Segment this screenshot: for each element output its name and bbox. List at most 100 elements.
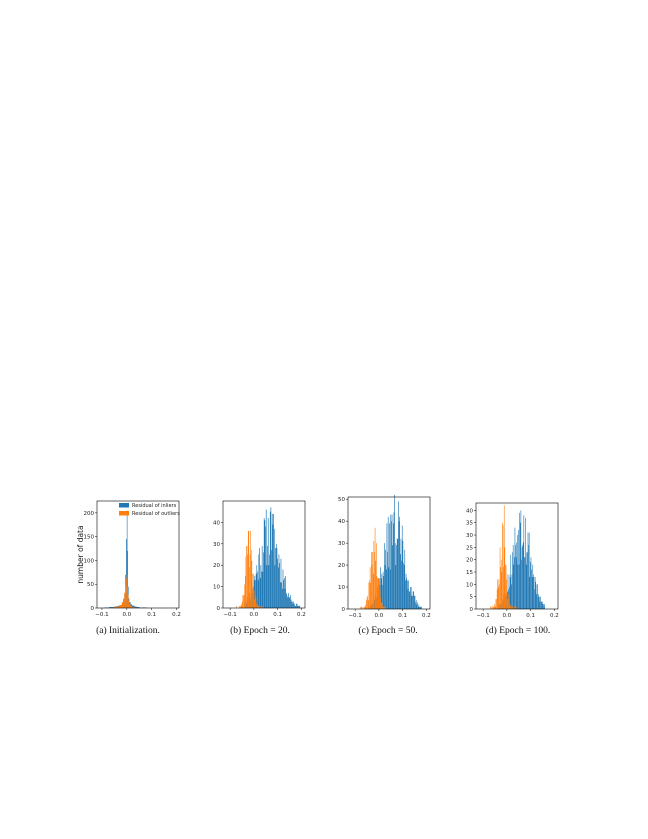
histogram-bar: [396, 545, 397, 609]
histogram-bar: [514, 606, 516, 609]
histogram-bar: [292, 603, 294, 608]
histogram-bar: [127, 594, 129, 608]
histogram-bar: [384, 606, 385, 609]
histogram-bar: [521, 547, 523, 609]
histogram-bar: [119, 605, 122, 608]
histogram-bar: [412, 591, 414, 609]
histogram-bar: [540, 596, 541, 609]
histogram-bar: [283, 578, 285, 608]
histogram-bar: [540, 601, 542, 609]
x-tick-label: 0.1: [526, 613, 535, 619]
histogram-bar: [543, 604, 544, 609]
histogram-bar: [525, 517, 526, 609]
histogram-bar: [369, 580, 370, 609]
histogram-bar: [255, 595, 256, 608]
histogram-bar: [405, 580, 406, 609]
histogram-bar: [384, 565, 386, 609]
histogram-bar: [360, 606, 362, 609]
histogram-bar: [508, 599, 510, 609]
histogram-bar: [390, 514, 392, 609]
histogram-bar: [264, 520, 266, 608]
histogram-bar: [404, 549, 406, 609]
y-tick-label: 100: [84, 558, 95, 564]
histogram-bar: [258, 554, 260, 608]
histogram-bar: [509, 576, 511, 609]
histogram-bar: [495, 606, 496, 609]
x-tick-label: −0.1: [223, 612, 236, 618]
x-tick-label: 0.2: [422, 613, 431, 619]
x-tick-label: 0.0: [503, 613, 512, 619]
y-tick-label: 0: [342, 607, 346, 613]
histogram-bar: [366, 598, 368, 609]
histogram-bar: [403, 565, 405, 609]
y-tick-label: 5: [470, 595, 474, 601]
histogram-bar: [532, 564, 534, 609]
histogram-bar: [515, 606, 517, 609]
legend-label: Residual of inliers: [132, 503, 177, 509]
histogram-bar: [537, 596, 539, 609]
histogram-bar: [245, 556, 247, 608]
histogram-bar: [263, 518, 265, 608]
histogram-bar: [380, 567, 381, 609]
histogram-bar: [254, 575, 256, 608]
histogram-bar: [259, 548, 260, 608]
histogram-bar: [507, 599, 509, 609]
histogram-bar: [382, 604, 383, 609]
histogram-bar: [407, 580, 408, 609]
histogram-bar: [515, 544, 516, 609]
histogram-bar: [123, 598, 125, 608]
histogram-bar: [396, 538, 398, 609]
histogram-bar: [375, 560, 377, 609]
histogram-bar: [263, 552, 264, 608]
histogram-bar: [242, 601, 243, 608]
histogram-bar: [387, 551, 388, 609]
histogram-bar: [131, 605, 135, 608]
histogram-bar: [508, 574, 510, 609]
histogram-bar: [500, 567, 501, 609]
histogram-bar: [367, 595, 368, 609]
histogram-bar: [504, 547, 506, 609]
histogram-bar: [386, 523, 388, 609]
histogram-bar: [512, 606, 513, 609]
histogram-bar: [372, 573, 374, 609]
histogram-bar: [252, 573, 253, 608]
histogram-bar: [380, 598, 381, 609]
histogram-bar: [399, 516, 400, 609]
histogram-bar: [296, 603, 297, 608]
histogram-bar: [385, 569, 387, 609]
y-tick-label: 50: [87, 582, 94, 588]
histogram-bar: [134, 606, 137, 608]
histogram-bar: [269, 511, 271, 608]
histogram-bar: [364, 606, 365, 609]
histogram-bar: [397, 538, 399, 609]
histogram-bar: [383, 576, 385, 609]
y-tick-label: 40: [338, 519, 345, 525]
histogram-bar: [501, 572, 503, 609]
histogram-bar: [252, 586, 254, 608]
histogram-bar: [401, 525, 403, 609]
y-tick-label: 20: [213, 563, 220, 569]
y-tick-label: 20: [466, 558, 473, 564]
histogram-bar: [377, 578, 378, 609]
histogram-bar: [285, 575, 286, 608]
caption-epoch-20: (b) Epoch = 20.: [230, 626, 290, 636]
histogram-bar: [276, 548, 278, 608]
histogram-bar: [287, 597, 289, 608]
histogram-bar: [267, 545, 268, 608]
histogram-bar: [506, 579, 507, 609]
legend-swatch: [119, 511, 129, 516]
histogram-bar: [524, 557, 526, 609]
histogram-bar: [405, 573, 407, 609]
histogram-panel-epoch-20: −0.1 0.0 0.1 0.2 0 10 20 30 40: [205, 498, 315, 623]
histogram-bar: [249, 567, 250, 608]
histogram-bar: [394, 543, 396, 609]
histogram-bar: [256, 565, 258, 608]
histogram-bar: [254, 599, 256, 608]
histogram-bar: [521, 559, 522, 609]
histogram-bar: [392, 523, 394, 609]
histogram-bar: [408, 580, 409, 609]
histogram-bar: [414, 595, 416, 609]
histogram-bar: [286, 593, 287, 608]
histogram-bar: [275, 548, 276, 608]
histogram-bar: [261, 605, 262, 608]
